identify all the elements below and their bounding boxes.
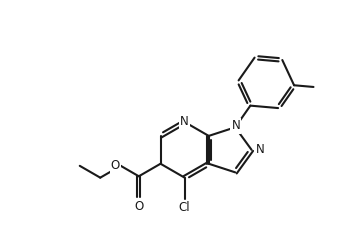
Text: N: N (231, 120, 240, 132)
Text: N: N (256, 143, 264, 156)
Text: Cl: Cl (179, 201, 190, 214)
Text: O: O (111, 159, 120, 172)
Text: N: N (180, 115, 189, 128)
Text: O: O (134, 200, 143, 213)
